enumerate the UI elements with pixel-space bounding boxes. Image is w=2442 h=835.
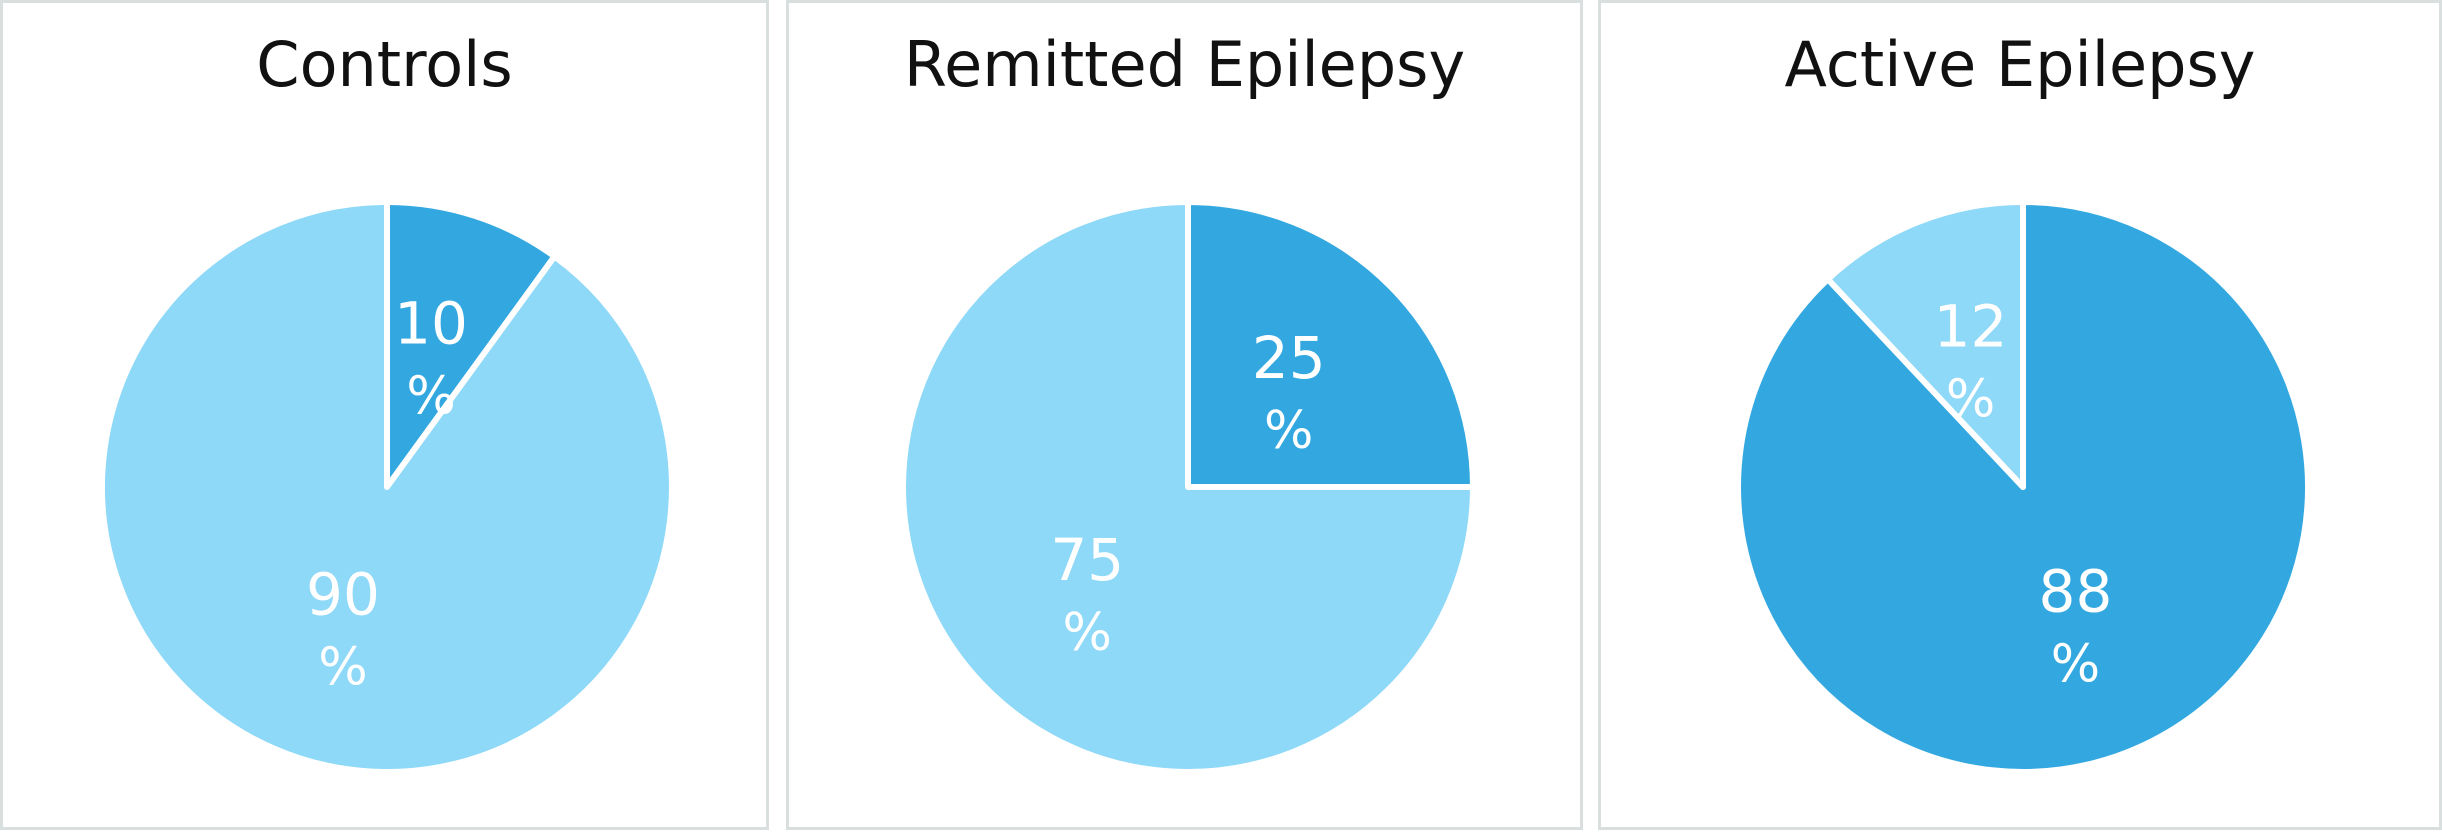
pie-chart-controls: 10% 90% <box>99 199 675 775</box>
pie-slice <box>1185 199 1476 490</box>
pie-chart-active-epilepsy: 88% 12% <box>1735 199 2311 775</box>
slice-unit-label: % <box>1946 370 1995 430</box>
chart-title: Active Epilepsy <box>1784 28 2256 101</box>
chart-title: Remitted Epilepsy <box>903 28 1466 101</box>
pie-panel-remitted-epilepsy: Remitted Epilepsy 25% 75% <box>786 0 1583 830</box>
pie-slice <box>900 199 1476 775</box>
pie-panel-controls: Controls 10% 90% <box>0 0 769 830</box>
chart-title: Controls <box>256 28 513 101</box>
pie-slice <box>1824 199 2026 490</box>
slice-unit-label: % <box>318 638 367 698</box>
slice-unit-label: % <box>1063 603 1112 663</box>
slice-value-label: 75 <box>1050 526 1124 594</box>
pie-chart-remitted-epilepsy: 25% 75% <box>900 199 1476 775</box>
slice-value-label: 88 <box>2039 557 2113 625</box>
slice-unit-label: % <box>2051 634 2100 694</box>
pie-panel-active-epilepsy: Active Epilepsy 88% 12% <box>1598 0 2442 830</box>
slice-value-label: 90 <box>306 561 380 629</box>
slice-value-label: 10 <box>394 289 468 357</box>
pie-slice <box>99 199 675 775</box>
slice-unit-label: % <box>406 366 455 426</box>
slice-value-label: 12 <box>1934 293 2008 361</box>
slice-value-label: 25 <box>1252 324 1326 392</box>
pie-slice <box>384 199 558 490</box>
slice-unit-label: % <box>1264 401 1313 461</box>
